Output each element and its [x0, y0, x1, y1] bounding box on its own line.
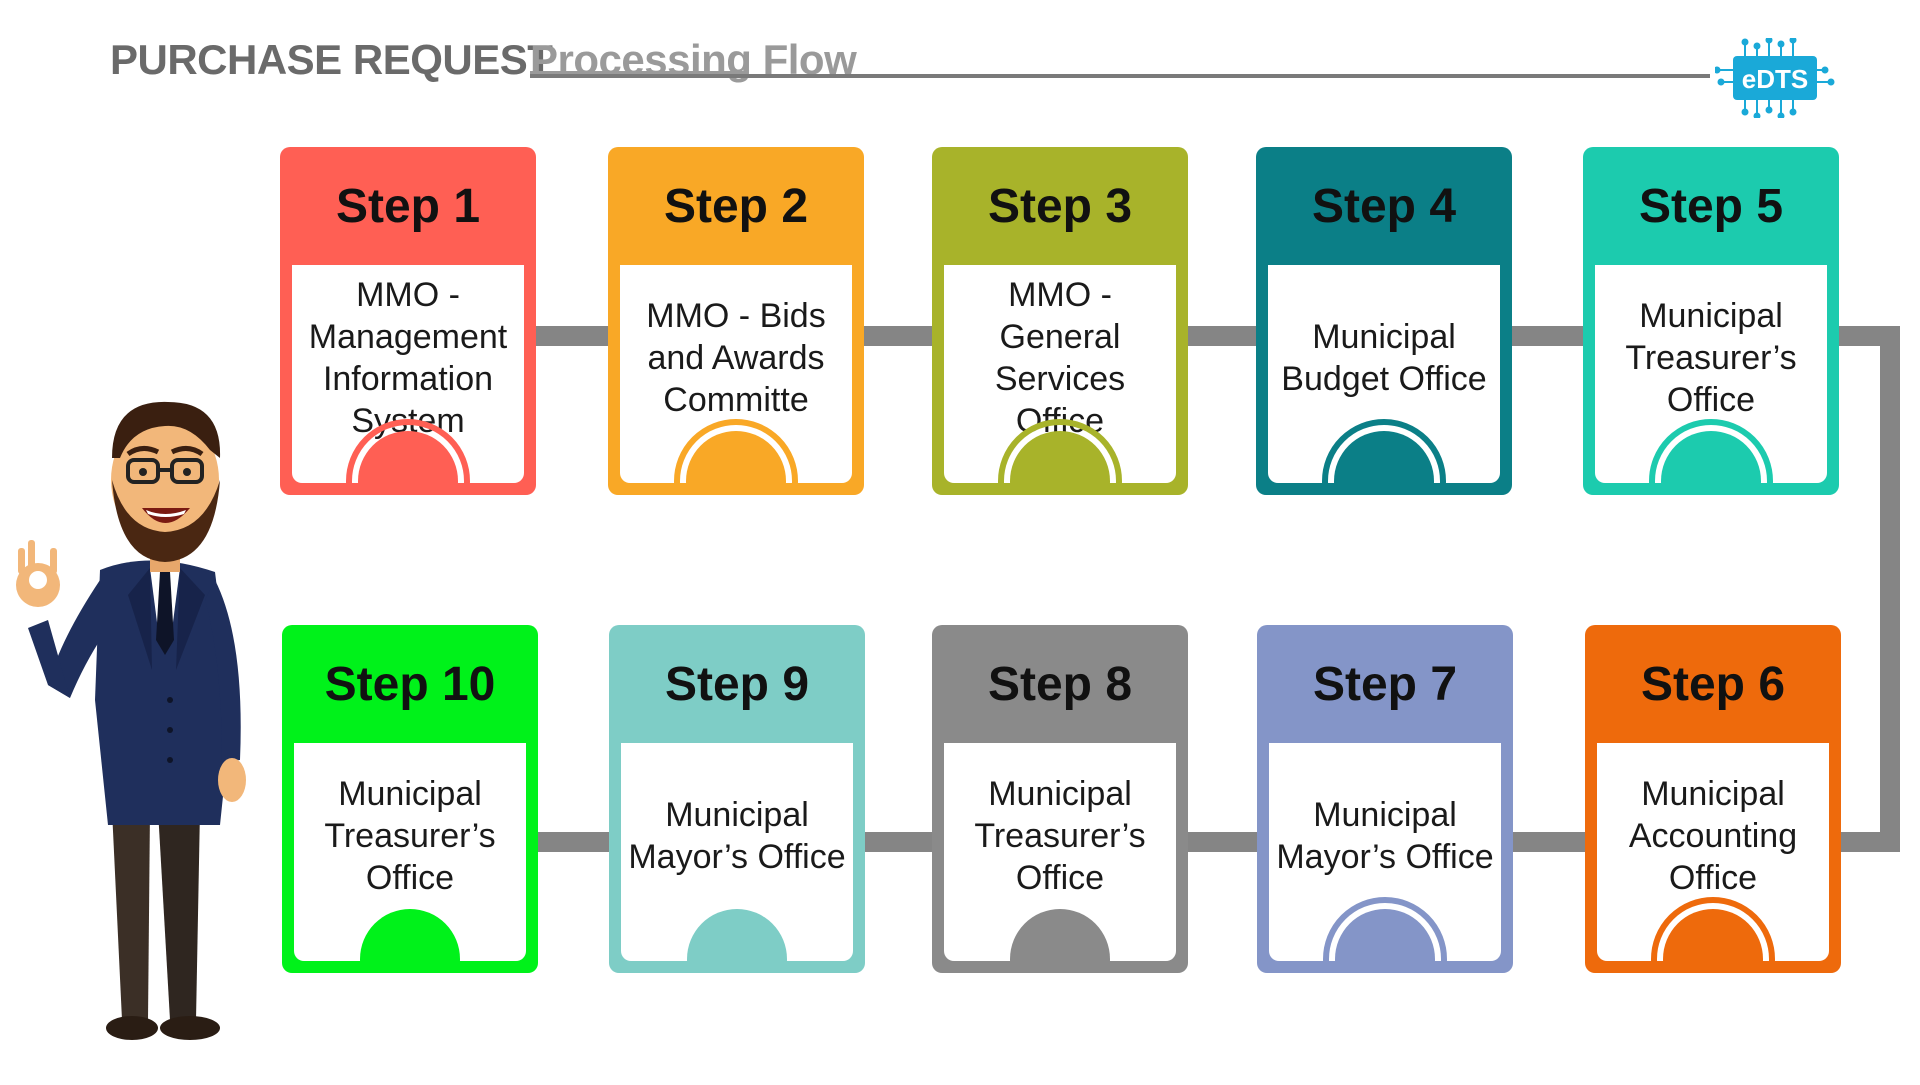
- step-card-5: Step 5 Municipal Treasurer’s Office: [1583, 147, 1839, 495]
- businessman-illustration: [0, 380, 300, 1080]
- step-label: Step 2: [663, 179, 809, 233]
- step-card-7: Step 7 Municipal Mayor’s Office: [1257, 625, 1513, 973]
- step-card-8: Step 8 Municipal Treasurer’s Office: [932, 625, 1188, 973]
- step-body: Municipal Mayor’s Office: [1269, 743, 1501, 961]
- page-title: PURCHASE REQUEST: [110, 36, 553, 83]
- connector-row2: [525, 832, 1900, 852]
- connector-row1: [525, 326, 1900, 346]
- connector-right-vertical: [1880, 326, 1900, 852]
- step-label: Step 4: [1311, 179, 1457, 233]
- step-label: Step 1: [335, 179, 481, 233]
- step-card-2: Step 2 MMO - Bids and Awards Committe: [608, 147, 864, 495]
- step-body: MMO - General Services Office: [944, 265, 1176, 483]
- step-body: Municipal Budget Office: [1268, 265, 1500, 483]
- step-office: Municipal Budget Office: [1281, 318, 1487, 398]
- logo-text: eDTS: [1742, 64, 1808, 94]
- step-card-9: Step 9 Municipal Mayor’s Office: [609, 625, 865, 973]
- step-office: Municipal Mayor’s Office: [628, 796, 846, 876]
- step-body: Municipal Treasurer’s Office: [944, 743, 1176, 961]
- step-body: MMO - Management Information System: [292, 265, 524, 483]
- step-body: Municipal Treasurer’s Office: [1595, 265, 1827, 483]
- step-card-3: Step 3 MMO - General Services Office: [932, 147, 1188, 495]
- step-office: MMO - Bids and Awards Committe: [646, 297, 826, 419]
- step-office: Municipal Accounting Office: [1628, 775, 1798, 897]
- step-card-6: Step 6 Municipal Accounting Office: [1585, 625, 1841, 973]
- step-office: Municipal Treasurer’s Office: [324, 775, 496, 897]
- step-label: Step 10: [324, 657, 496, 711]
- step-card-4: Step 4 Municipal Budget Office: [1256, 147, 1512, 495]
- step-office: MMO - Management Information System: [308, 276, 508, 440]
- step-office: Municipal Mayor’s Office: [1276, 796, 1494, 876]
- title-underline: [530, 71, 745, 74]
- step-label: Step 5: [1638, 179, 1784, 233]
- step-card-1: Step 1 MMO - Management Information Syst…: [280, 147, 536, 495]
- step-label: Step 3: [987, 179, 1133, 233]
- step-label: Step 7: [1312, 657, 1458, 711]
- step-office: MMO - General Services Office: [994, 276, 1126, 440]
- step-label: Step 8: [987, 657, 1133, 711]
- header-divider: [530, 74, 1710, 78]
- step-body: Municipal Mayor’s Office: [621, 743, 853, 961]
- step-body: MMO - Bids and Awards Committe: [620, 265, 852, 483]
- step-card-10: Step 10 Municipal Treasurer’s Office: [282, 625, 538, 973]
- step-body: Municipal Treasurer’s Office: [294, 743, 526, 961]
- edts-logo: eDTS: [1713, 36, 1835, 120]
- step-label: Step 6: [1640, 657, 1786, 711]
- step-office: Municipal Treasurer’s Office: [1625, 297, 1797, 419]
- step-office: Municipal Treasurer’s Office: [974, 775, 1146, 897]
- step-label: Step 9: [664, 657, 810, 711]
- step-body: Municipal Accounting Office: [1597, 743, 1829, 961]
